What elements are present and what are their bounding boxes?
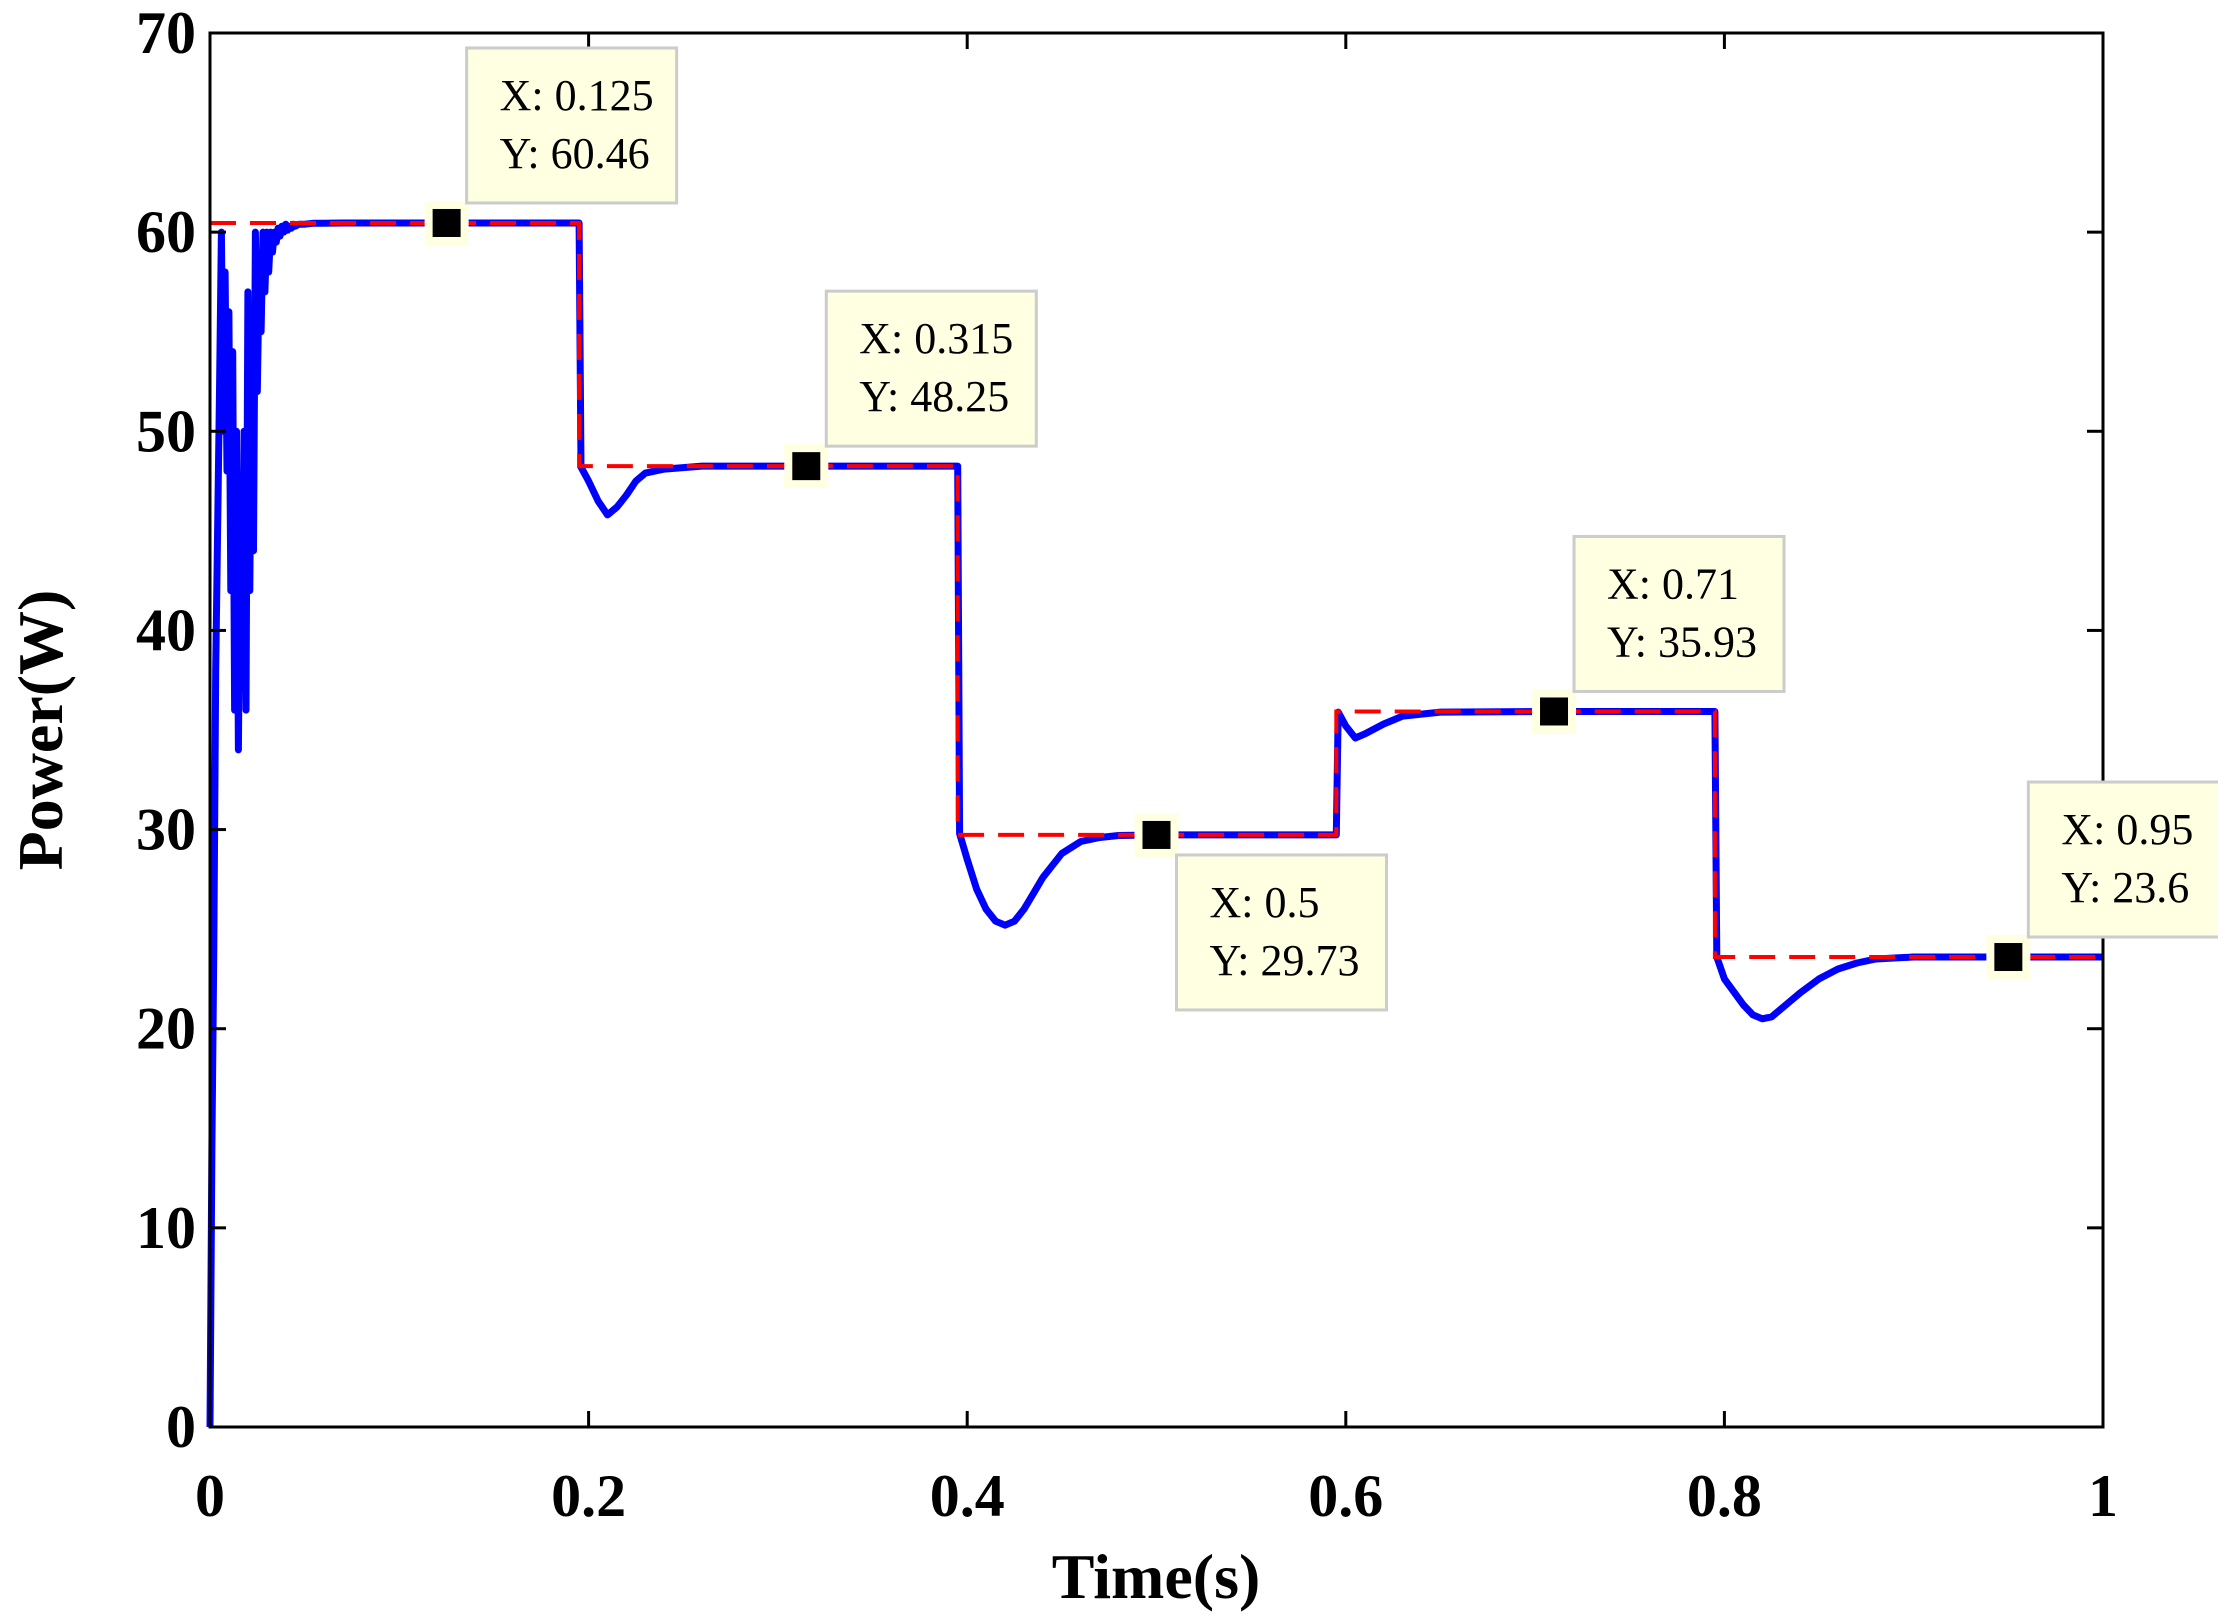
y-tick-label: 70 [136, 0, 196, 66]
datatip-y-label: Y: 29.73 [1210, 936, 1360, 985]
datatip-marker[interactable] [1994, 943, 2023, 972]
datatip-background [1175, 853, 1388, 1012]
datatip-marker[interactable] [1540, 697, 1569, 726]
datatip-background [465, 46, 679, 205]
datatip-y-label: Y: 23.6 [2061, 863, 2189, 912]
y-tick-label: 20 [136, 996, 196, 1062]
datatip-box[interactable]: X: 0.5 Y: 29.73 [1175, 853, 1388, 1012]
x-tick-label: 0.2 [551, 1463, 626, 1529]
x-tick-label: 0.4 [930, 1463, 1005, 1529]
y-tick-label: 0 [166, 1394, 196, 1460]
datatip-x-label: X: 0.315 [859, 314, 1013, 363]
datatip-box[interactable]: X: 0.125 Y: 60.46 [465, 46, 679, 205]
datatip-marker[interactable] [1142, 820, 1171, 849]
reference-power-line [210, 221, 2103, 959]
datatip-box[interactable]: X: 0.315 Y: 48.25 [824, 289, 1038, 448]
datatip-box[interactable]: X: 0.71 Y: 35.93 [1572, 534, 1786, 693]
x-axis-title: Time(s) [1052, 1541, 1261, 1612]
x-tick-label: 0 [195, 1463, 225, 1529]
x-tick-label: 0.6 [1308, 1463, 1383, 1529]
tracked-power-line [206, 219, 2103, 1428]
y-tick-label: 40 [136, 597, 196, 663]
datatip-y-label: Y: 35.93 [1607, 617, 1757, 666]
datatip-y-label: Y: 60.46 [500, 129, 650, 178]
y-tick-label: 60 [136, 199, 196, 265]
datatip-background [824, 289, 1038, 448]
datatip-marker[interactable] [792, 452, 821, 481]
datatip-x-label: X: 0.125 [500, 71, 654, 120]
datatip-background [2026, 780, 2218, 939]
y-tick-label: 50 [136, 398, 196, 464]
y-tick-label: 10 [136, 1195, 196, 1261]
datatip-x-label: X: 0.5 [1210, 878, 1320, 927]
datatip-y-label: Y: 48.25 [859, 372, 1009, 421]
plot-area-frame [208, 31, 2105, 1429]
y-tick-label: 30 [136, 797, 196, 863]
datatip-x-label: X: 0.95 [2061, 805, 2193, 854]
x-tick-label: 0.8 [1687, 1463, 1762, 1529]
x-tick-label: 1 [2088, 1463, 2118, 1529]
datatip-box[interactable]: X: 0.95 Y: 23.6 [2026, 780, 2218, 939]
datatip-x-label: X: 0.71 [1607, 559, 1739, 608]
datatip-marker[interactable] [432, 208, 461, 237]
datatip-background [1572, 534, 1786, 693]
y-axis-title: Power(W) [5, 590, 76, 871]
